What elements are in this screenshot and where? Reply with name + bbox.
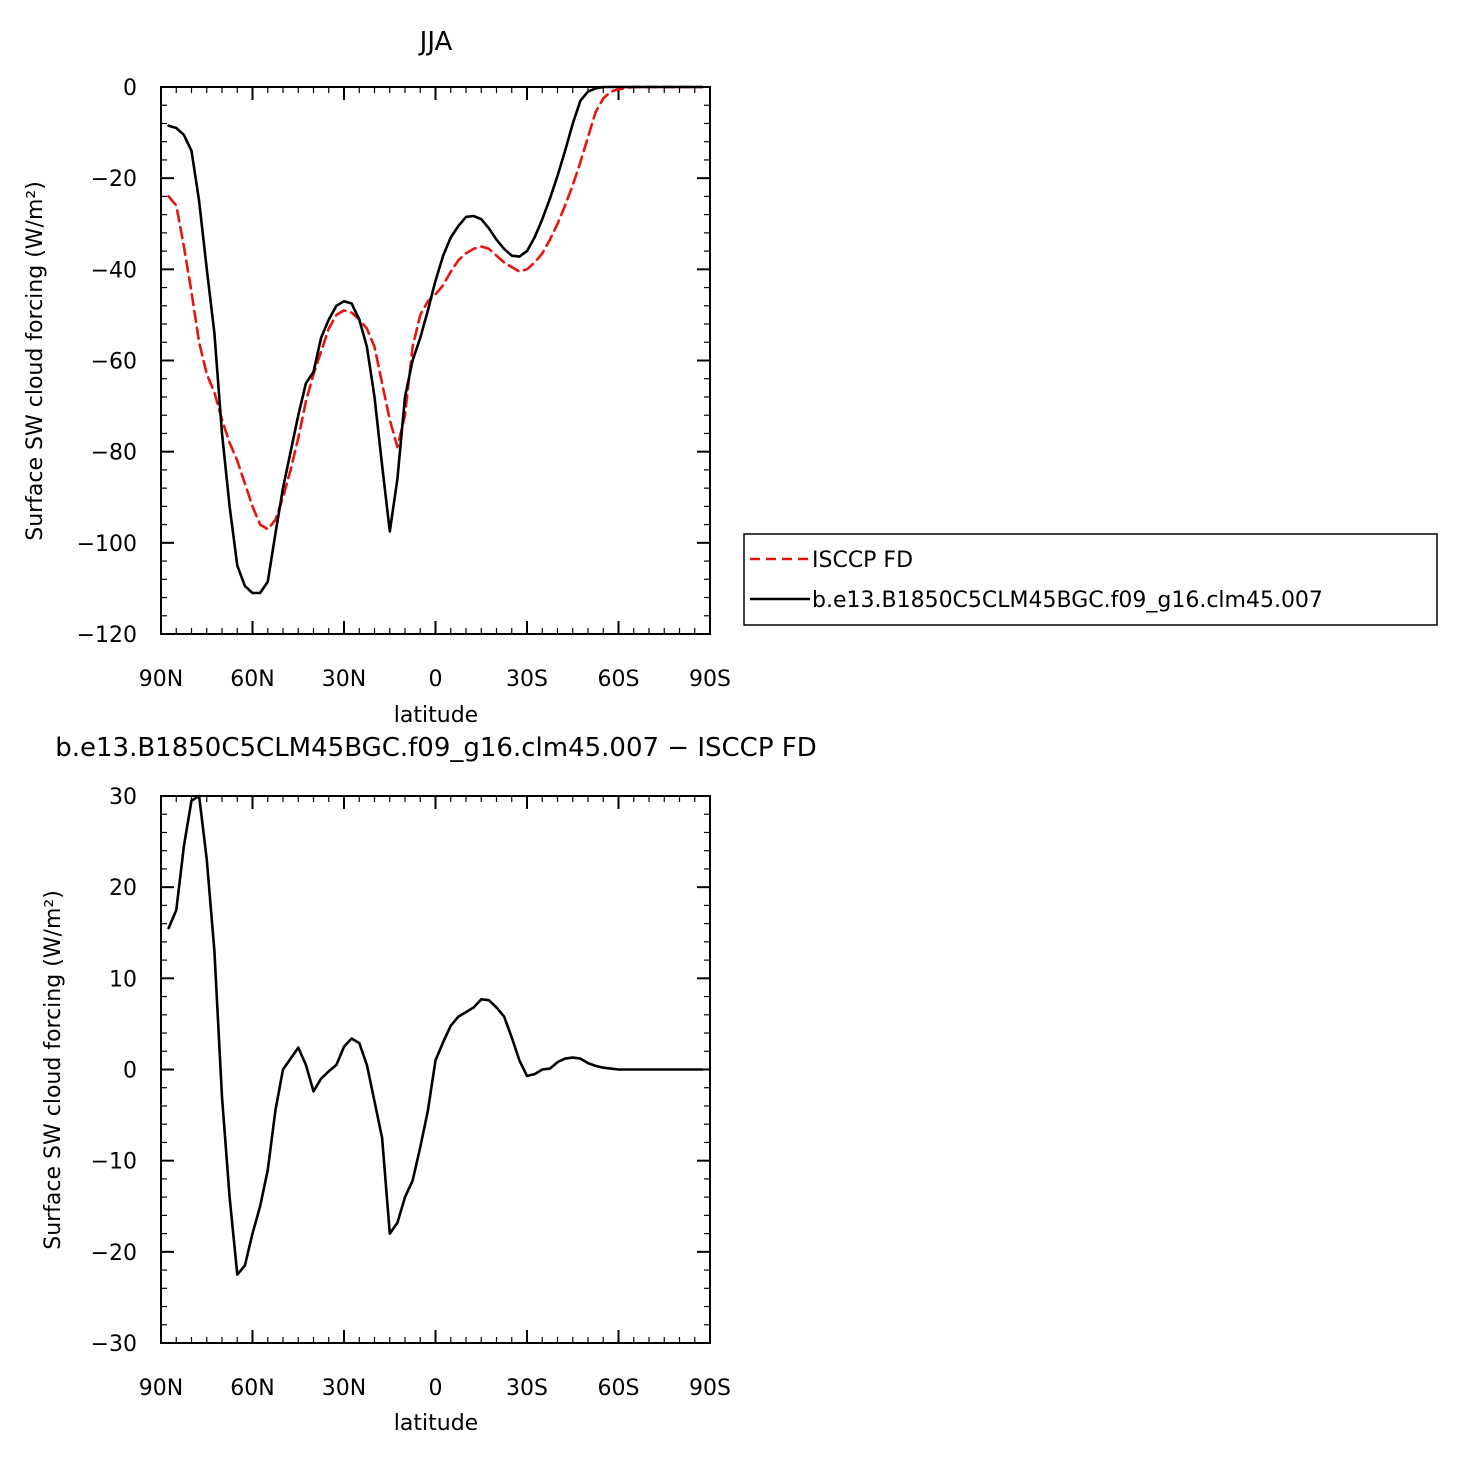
y-tick-label: 20 <box>109 876 137 901</box>
x-tick-label: 60S <box>598 667 640 692</box>
x-tick-label: 90N <box>139 1376 183 1401</box>
y-tick-label: −80 <box>91 441 137 466</box>
y-tick-label: 0 <box>123 76 137 101</box>
legend: ISCCP FD b.e13.B1850C5CLM45BGC.f09_g16.c… <box>743 533 1438 626</box>
x-tick-label: 30N <box>322 667 366 692</box>
bottom-series-line-model <box>167 794 704 1276</box>
x-tick-label: 60N <box>230 667 274 692</box>
top-plot-area: 90N 60N 30N 0 30S 60S 90S 0 −20 −40 −60 −80 −100 −120 <box>77 76 731 692</box>
bottom-chart-title: b.e13.B1850C5CLM45BGC.f09_g16.clm45.007 … <box>55 733 817 763</box>
bottom-x-axis-title: latitude <box>394 1411 478 1436</box>
x-tick-label: 0 <box>429 667 443 692</box>
legend-label-model: b.e13.B1850C5CLM45BGC.f09_g16.clm45.007 <box>812 588 1323 613</box>
top-plot-frame <box>160 86 711 635</box>
top-series-line-isccp <box>167 85 704 531</box>
bottom-panel: b.e13.B1850C5CLM45BGC.f09_g16.clm45.007 … <box>41 733 817 1436</box>
x-tick-label: 0 <box>429 1376 443 1401</box>
x-tick-label: 30S <box>506 1376 548 1401</box>
x-tick-label: 90S <box>689 1376 731 1401</box>
y-tick-label: −20 <box>91 1241 137 1266</box>
y-tick-label: −20 <box>91 167 137 192</box>
bottom-y-axis-title: Surface SW cloud forcing (W/m²) <box>41 890 66 1250</box>
top-panel: JJA 90N 60N 30N 0 30S 60S 90S 0 −20 −40 −60 −80 −100… <box>23 27 731 728</box>
x-tick-label: 90S <box>689 667 731 692</box>
y-tick-label: −60 <box>91 350 137 375</box>
y-tick-label: 30 <box>109 785 137 810</box>
x-tick-label: 30N <box>322 1376 366 1401</box>
y-tick-label: 0 <box>123 1059 137 1084</box>
y-tick-label: 10 <box>109 967 137 992</box>
top-series-line-model <box>167 85 704 595</box>
top-chart-title: JJA <box>418 27 453 57</box>
y-tick-label: −120 <box>77 623 137 648</box>
bottom-plot-area: 90N 60N 30N 0 30S 60S 90S 30 20 10 0 −10 −20 −30 <box>91 785 731 1401</box>
legend-label-isccp: ISCCP FD <box>812 548 913 573</box>
x-tick-label: 60S <box>598 1376 640 1401</box>
y-tick-label: −100 <box>77 532 137 557</box>
x-tick-label: 90N <box>139 667 183 692</box>
top-y-axis-title: Surface SW cloud forcing (W/m²) <box>23 181 48 541</box>
y-tick-label: −30 <box>91 1332 137 1357</box>
x-tick-label: 60N <box>230 1376 274 1401</box>
y-tick-label: −10 <box>91 1150 137 1175</box>
bottom-plot-frame <box>160 795 711 1344</box>
top-x-axis-title: latitude <box>394 703 478 728</box>
x-tick-label: 30S <box>506 667 548 692</box>
y-tick-label: −40 <box>91 258 137 283</box>
legend-box <box>743 533 1438 626</box>
